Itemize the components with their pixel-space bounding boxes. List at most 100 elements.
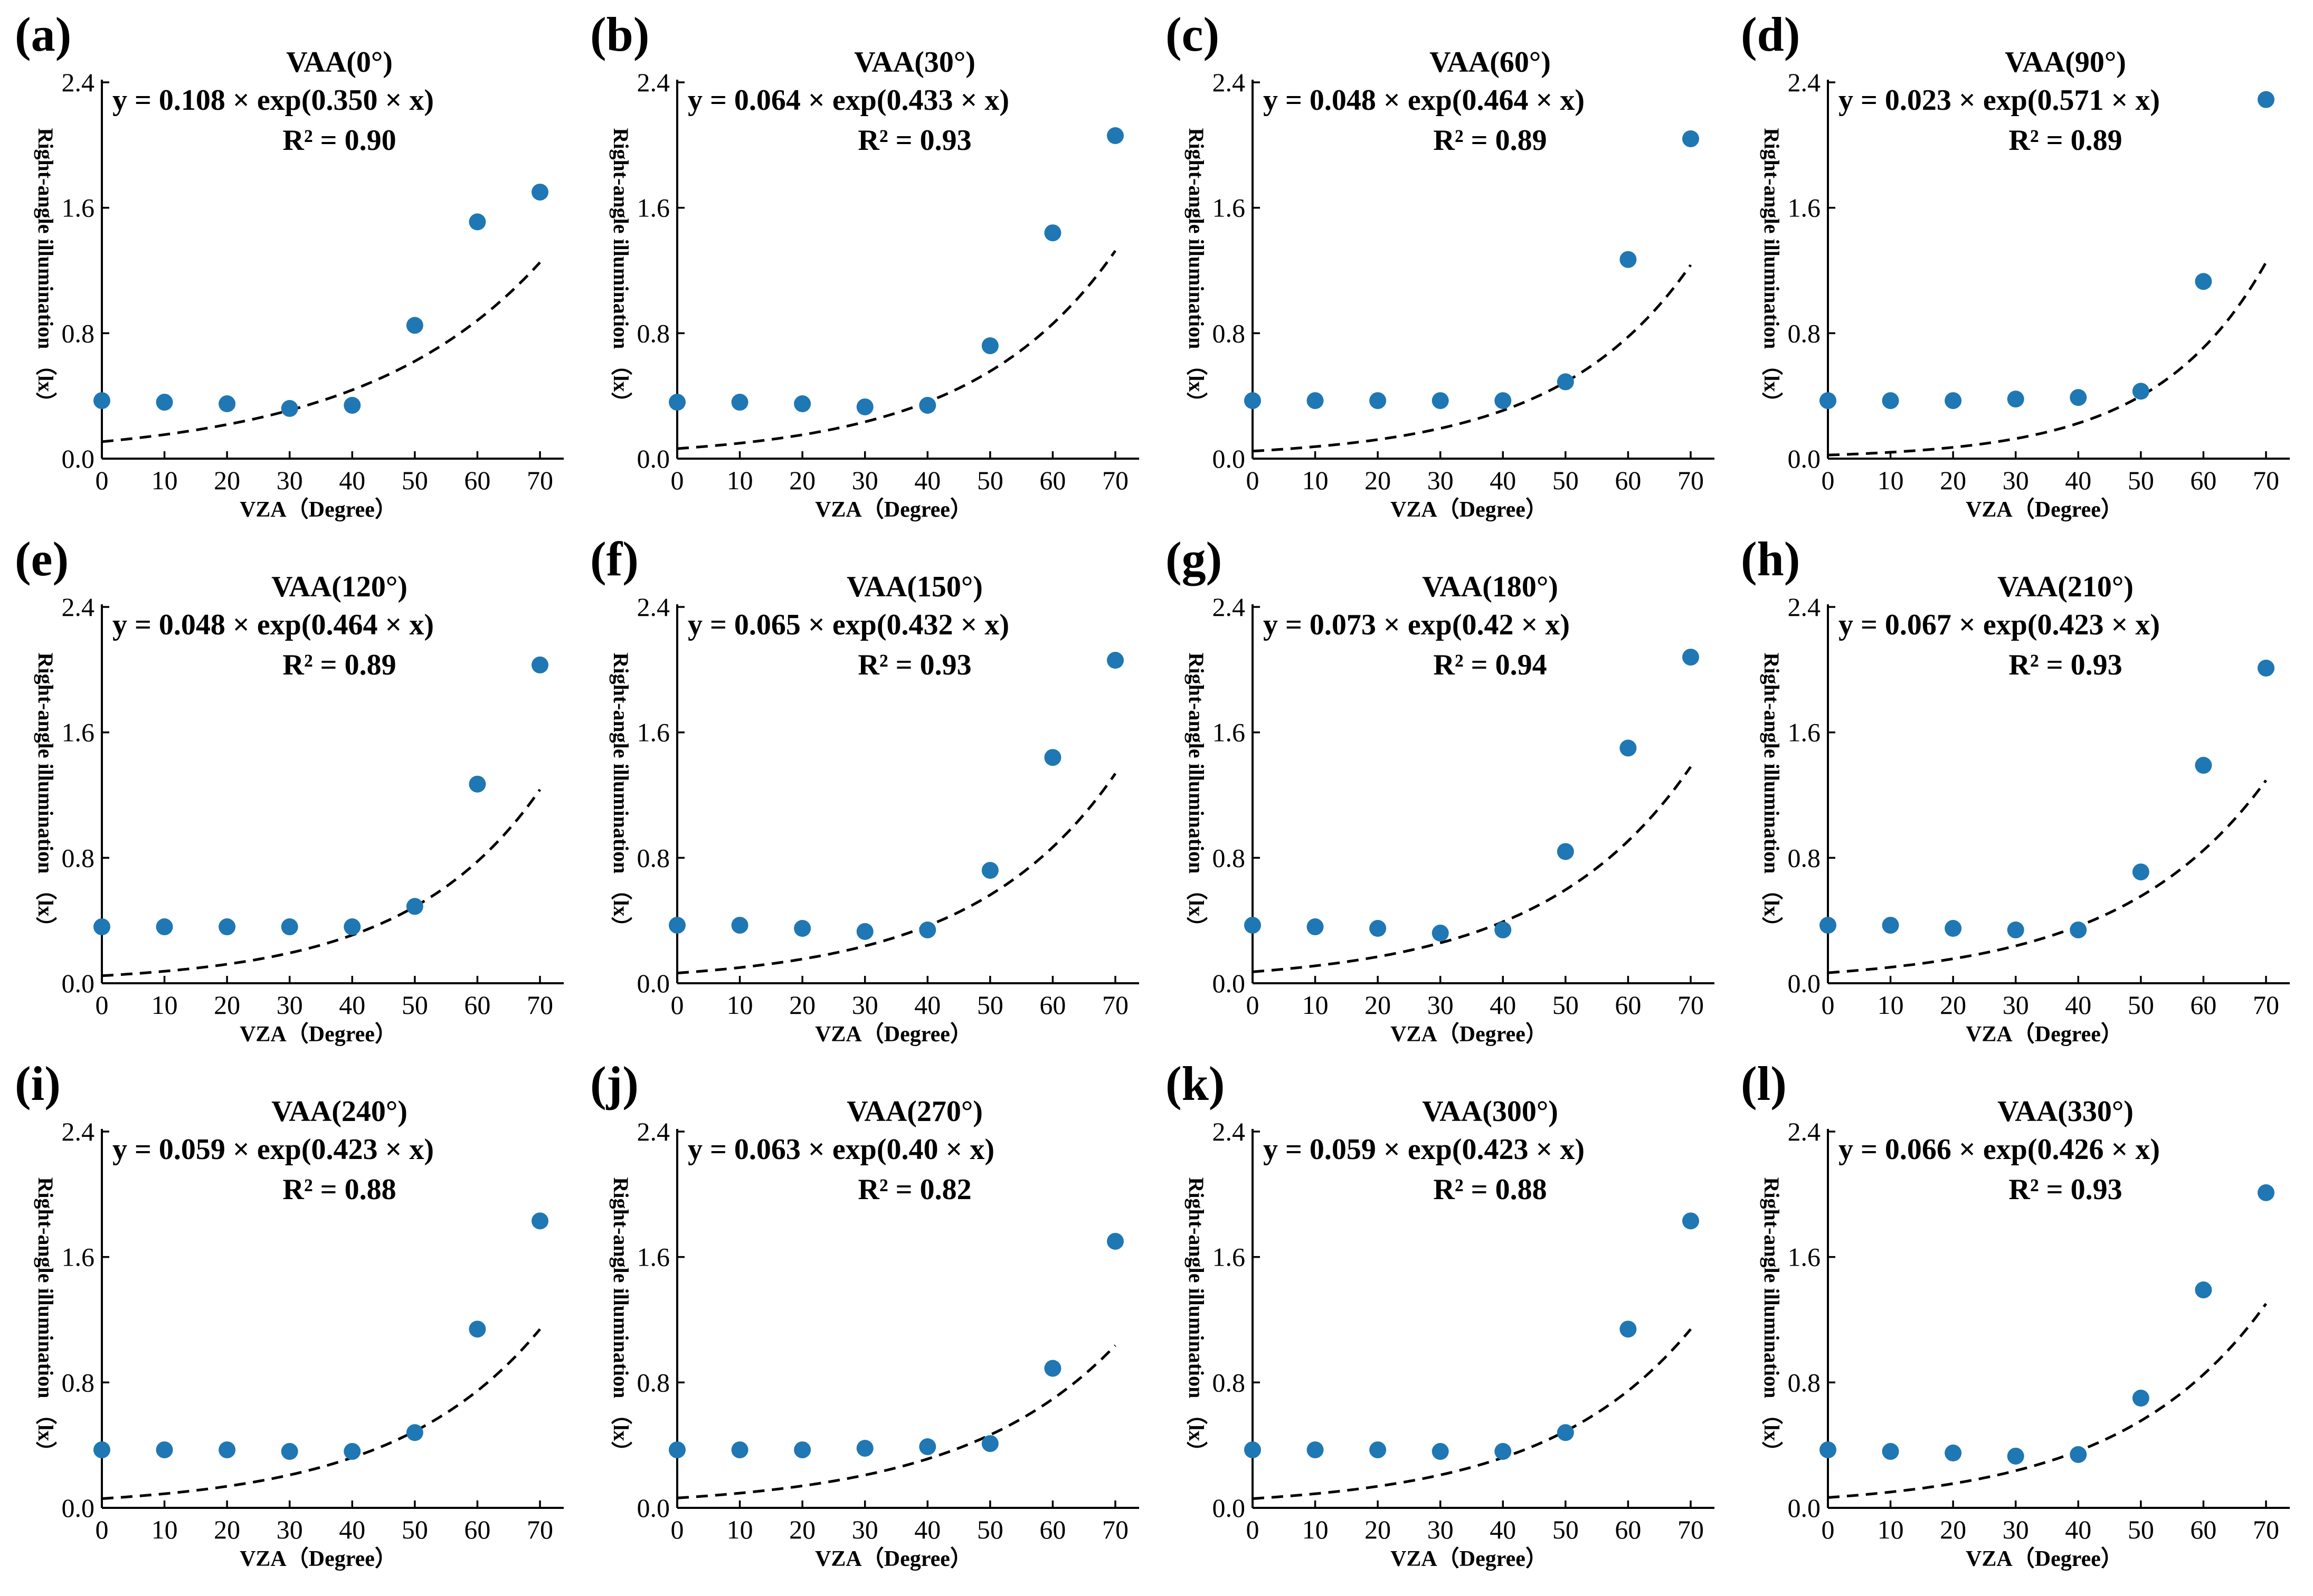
fit-equation: y = 0.048 × exp(0.464 × x) [112, 609, 434, 641]
x-tick-label: 50 [1552, 990, 1579, 1020]
data-point [981, 337, 999, 355]
x-tick-label: 10 [1878, 466, 1904, 495]
panel-label: (d) [1741, 7, 1800, 61]
r-squared: R² = 0.82 [858, 1173, 971, 1206]
fit-curve [101, 1328, 541, 1500]
x-tick-label: 50 [1552, 1515, 1579, 1544]
data-point [1945, 1445, 1962, 1462]
data-point [1557, 1424, 1574, 1441]
data-point [1306, 918, 1324, 936]
data-point [856, 398, 874, 415]
data-point [981, 1435, 999, 1452]
x-tick-label: 10 [727, 466, 753, 495]
panel-title: VAA(300°) [1422, 1095, 1558, 1128]
x-tick-label: 0 [671, 466, 684, 495]
panel-title: VAA(90°) [2005, 46, 2126, 79]
data-point [219, 1441, 236, 1459]
panel-h: 0.0 0.8 1.6 2.4 0 10 20 30 40 50 60 70 VZA（Degree） Ri… [1741, 532, 2290, 1047]
fit-equation: y = 0.059 × exp(0.423 × x) [1263, 1133, 1585, 1166]
y-tick-label: 2.4 [637, 68, 670, 97]
y-axis-label: Right-angle illumination （lx） [609, 652, 633, 937]
x-tick-label: 70 [1102, 990, 1129, 1020]
data-point [2195, 1281, 2212, 1299]
data-point [731, 394, 748, 411]
y-tick-label: 0.0 [62, 1493, 95, 1523]
y-axis-label: Right-angle illumination （lx） [34, 652, 58, 937]
x-tick-label: 30 [1427, 1515, 1454, 1544]
fit-equation: y = 0.064 × exp(0.433 × x) [688, 84, 1009, 117]
data-point [1244, 1441, 1261, 1459]
x-tick-label: 20 [214, 1515, 240, 1544]
panel-k: 0.0 0.8 1.6 2.4 0 10 20 30 40 50 60 70 VZA（Degree） Ri… [1165, 1057, 1714, 1571]
y-tick-label: 1.6 [1788, 1242, 1821, 1272]
y-tick-label: 0.8 [1212, 1367, 1246, 1397]
data-point [2007, 921, 2024, 938]
data-point [1107, 652, 1124, 669]
x-tick-label: 70 [2253, 990, 2279, 1020]
data-point [2007, 391, 2024, 408]
data-point [731, 1441, 748, 1459]
data-point [1882, 917, 1899, 934]
x-axis-label: VZA（Degree） [815, 497, 972, 522]
data-point [1432, 392, 1449, 410]
y-tick-label: 0.8 [62, 318, 95, 348]
y-tick-label: 0.8 [1212, 318, 1246, 348]
fit-equation: y = 0.048 × exp(0.464 × x) [1263, 84, 1585, 117]
x-tick-label: 60 [464, 990, 490, 1020]
x-tick-label: 60 [464, 1515, 490, 1544]
x-tick-label: 20 [789, 990, 816, 1020]
data-point [1819, 392, 1836, 410]
x-tick-label: 70 [2253, 466, 2279, 495]
y-tick-label: 2.4 [1788, 68, 1821, 97]
x-tick-label: 30 [1427, 990, 1454, 1020]
data-point [1682, 1212, 1699, 1230]
data-point [1494, 1443, 1512, 1460]
data-point [219, 395, 236, 413]
x-tick-label: 70 [2253, 1515, 2279, 1544]
x-tick-label: 30 [852, 1515, 878, 1544]
y-tick-label: 2.4 [62, 1117, 95, 1146]
data-point [93, 918, 110, 936]
y-tick-label: 0.0 [1212, 1493, 1246, 1523]
panel-title: VAA(120°) [271, 571, 407, 603]
panel-label: (g) [1165, 532, 1222, 586]
data-point [1945, 392, 1962, 410]
y-tick-label: 1.6 [637, 718, 670, 747]
y-tick-label: 0.0 [62, 968, 95, 998]
data-point [1044, 749, 1061, 766]
x-tick-label: 40 [1490, 466, 1516, 495]
fit-equation: y = 0.073 × exp(0.42 × x) [1263, 609, 1570, 641]
data-point [156, 918, 173, 936]
x-tick-label: 20 [214, 990, 240, 1020]
x-tick-label: 0 [96, 1515, 109, 1544]
x-tick-label: 40 [914, 466, 941, 495]
x-tick-label: 50 [977, 1515, 1003, 1544]
panel-title: VAA(150°) [847, 571, 983, 603]
y-tick-label: 1.6 [62, 193, 95, 223]
data-point [2007, 1447, 2024, 1465]
panel-label: (h) [1741, 532, 1800, 586]
data-point [469, 775, 486, 793]
data-point [1369, 1441, 1387, 1459]
panel-label: (i) [15, 1057, 61, 1110]
r-squared: R² = 0.89 [282, 649, 396, 681]
data-point [344, 396, 361, 414]
x-tick-label: 10 [151, 466, 178, 495]
y-tick-label: 0.8 [637, 318, 670, 348]
y-axis-label: Right-angle illumination （lx） [609, 1177, 633, 1462]
data-point [794, 395, 811, 413]
y-tick-label: 0.8 [1212, 843, 1246, 872]
data-point [406, 317, 423, 334]
x-tick-label: 10 [1302, 1515, 1329, 1544]
y-tick-label: 0.0 [1788, 1493, 1821, 1523]
y-tick-label: 2.4 [1212, 68, 1246, 97]
x-axis-label: VZA（Degree） [1390, 497, 1548, 522]
data-point [731, 917, 748, 934]
x-tick-label: 30 [2003, 990, 2029, 1020]
y-tick-label: 0.0 [637, 968, 670, 998]
panel-label: (k) [1165, 1057, 1225, 1110]
x-tick-label: 70 [1677, 466, 1704, 495]
x-tick-label: 40 [339, 466, 365, 495]
x-tick-label: 40 [1490, 1515, 1516, 1544]
fit-curve [1252, 264, 1692, 453]
